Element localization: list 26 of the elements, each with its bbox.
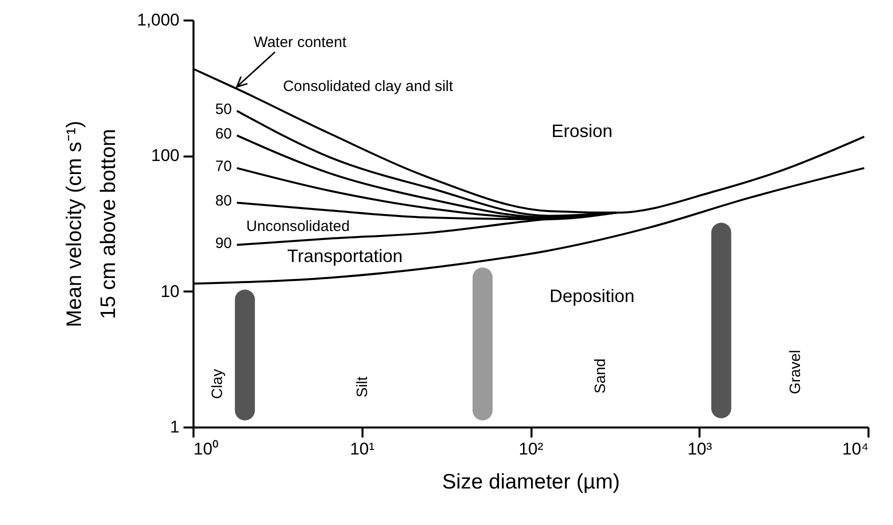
- annotation: Consolidated clay and silt: [282, 78, 454, 95]
- y-tick-label: 10: [160, 282, 180, 301]
- annotation: Silt: [354, 376, 371, 398]
- annotation: Erosion: [551, 121, 613, 141]
- annotation: Unconsolidated: [246, 218, 350, 235]
- annotation: Gravel: [787, 350, 804, 394]
- annotation: Sand: [592, 358, 609, 394]
- y-tick-label: 1,000: [136, 10, 180, 30]
- x-tick-label: 10⁰: [194, 440, 218, 458]
- x-tick-label: 10⁴: [842, 440, 868, 458]
- annotation: Clay: [209, 368, 226, 400]
- y-tick-label: 1: [170, 418, 180, 436]
- series-label: 70: [215, 158, 232, 176]
- x-tick-label: 10¹: [350, 440, 375, 458]
- x-tick-label: 10³: [687, 440, 712, 458]
- annotation: Transportation: [287, 246, 403, 266]
- annotation: Water content: [254, 34, 348, 51]
- series-label: 90: [215, 234, 232, 252]
- y-tick-label: 100: [151, 146, 180, 166]
- x-axis-title: Size diameter (µm): [442, 470, 620, 494]
- series-label: 60: [215, 125, 232, 142]
- x-tick-label: 10²: [518, 440, 544, 458]
- annotation: Deposition: [549, 286, 635, 306]
- legend-label: 50: [215, 100, 232, 118]
- y-axis-title: Mean velocity (cm s⁻¹) 15 cm above bottom: [62, 120, 120, 328]
- series-label: 80: [215, 192, 232, 210]
